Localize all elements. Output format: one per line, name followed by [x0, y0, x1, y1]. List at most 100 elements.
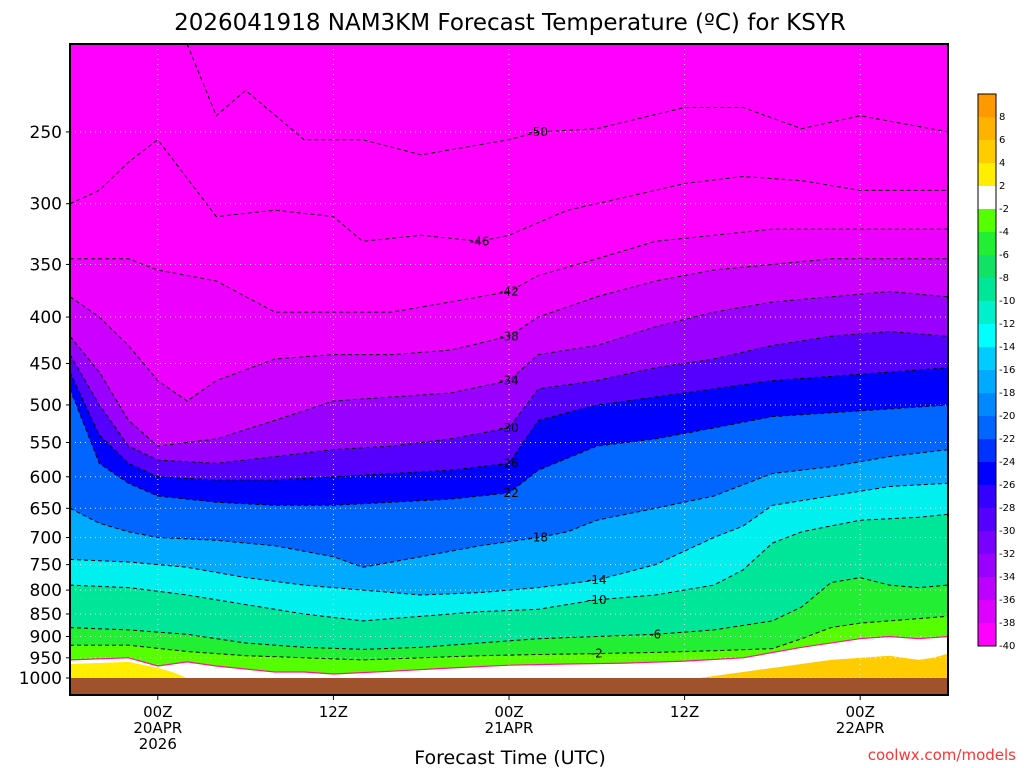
colorbar-swatch-2 [978, 163, 996, 187]
x-tick-label-12-0: 12Z [319, 703, 348, 721]
contour-label--50: -50 [528, 125, 548, 139]
contour--22 [69, 388, 949, 506]
colorbar-label-2: 2 [999, 181, 1005, 192]
x-tick-label-24-1: 21APR [485, 719, 534, 737]
contour-label--46: -46 [470, 234, 490, 248]
colorbar-swatch--20 [978, 393, 996, 417]
x-tick-label-0-2: 2026 [139, 735, 177, 753]
y-tick-label-350: 350 [30, 255, 62, 275]
colorbar-label--30: -30 [999, 526, 1015, 537]
colorbar-label--24: -24 [999, 457, 1015, 468]
band-freezing [70, 636, 948, 678]
colorbar-label--16: -16 [999, 365, 1015, 376]
colorbar-label-6: 6 [999, 135, 1005, 146]
credit-text[interactable]: coolwx.com/models [868, 746, 1016, 764]
colorbar-swatch--6 [978, 232, 996, 256]
colorbar-swatch--36 [978, 577, 996, 601]
contour--34 [69, 291, 949, 447]
colorbar-legend: 8 6 4 2 -2 -4 -6 -8 -10 -12 -14 -16 -18 -20 -22 -24 -26 -… [977, 93, 1015, 652]
colorbar-label-8: 8 [999, 112, 1005, 123]
colorbar-swatch--12 [978, 301, 996, 325]
y-tick-label-450: 450 [30, 354, 62, 374]
colorbar-label--18: -18 [999, 388, 1015, 399]
temperature-fill [70, 44, 948, 678]
contour--2 [70, 615, 949, 661]
contour--38 [69, 258, 948, 402]
colorbar-label--28: -28 [999, 503, 1015, 514]
chart-title: 2026041918 NAM3KM Forecast Temperature (… [174, 10, 846, 36]
colorbar-label--10: -10 [999, 296, 1015, 307]
y-tick-label-1000: 1000 [19, 669, 62, 689]
ground-strip [70, 678, 948, 695]
x-axis-label: Forecast Time (UTC) [414, 747, 605, 768]
y-tick-label-900: 900 [30, 627, 62, 647]
contour--42 [70, 228, 948, 313]
colorbar-label--40: -40 [999, 641, 1015, 652]
colorbar-swatch--14 [978, 324, 996, 348]
contour-label--10: -10 [587, 593, 607, 607]
colorbar-swatch--16 [978, 347, 996, 371]
colorbar-swatch--40 [978, 623, 996, 647]
y-tick-label-550: 550 [30, 433, 62, 453]
colorbar-swatch--10 [978, 278, 996, 302]
colorbar-label--22: -22 [999, 434, 1015, 445]
y-tick-label-400: 400 [30, 308, 62, 328]
colorbar-label--32: -32 [999, 549, 1015, 560]
y-tick-label-950: 950 [30, 649, 62, 669]
colorbar-swatch--4 [978, 209, 996, 233]
colorbar-label--8: -8 [999, 273, 1009, 284]
colorbar-label--6: -6 [999, 250, 1009, 261]
y-tick-label-300: 300 [30, 195, 62, 215]
contour--30 [69, 331, 949, 464]
colorbar-label--36: -36 [999, 595, 1015, 606]
colorbar-label--2: -2 [999, 204, 1009, 215]
colorbar-swatch-6 [978, 117, 996, 141]
contour-label--18: -18 [528, 530, 548, 544]
colorbar-swatch--32 [978, 531, 996, 555]
y-tick-label-850: 850 [30, 605, 62, 625]
contour--50 [186, 43, 949, 156]
contour--46 [69, 138, 948, 242]
gridlines [70, 44, 948, 679]
contour--14 [69, 482, 949, 596]
band-warm-left [70, 661, 188, 678]
colorbar-label--14: -14 [999, 342, 1015, 353]
colorbar-swatch--34 [978, 554, 996, 578]
contour--6 [69, 577, 949, 650]
contour-label--6: -6 [649, 627, 661, 641]
contour-label--34: -34 [499, 374, 519, 388]
colorbar-label--38: -38 [999, 618, 1015, 629]
colorbar-label--20: -20 [999, 411, 1015, 422]
contour-label--42: -42 [499, 285, 519, 299]
colorbar-label-4: 4 [999, 158, 1005, 169]
colorbar-swatch-4 [978, 140, 996, 164]
x-tick-label-48-0: 00Z [846, 703, 875, 721]
contour-label--30: -30 [499, 421, 519, 435]
contour-label--26: -26 [499, 456, 519, 470]
colorbar-swatch-8 [978, 94, 996, 118]
colorbar-swatch--8 [978, 255, 996, 279]
contour-lines: -50 -46 -42 -38 -34 -30 -26 -22 -18 -14 -10 -6 -2 [69, 43, 949, 675]
colorbar-swatch--26 [978, 462, 996, 486]
colorbar-swatch--28 [978, 485, 996, 509]
x-tick-label-0-1: 20APR [133, 719, 182, 737]
y-tick-label-800: 800 [30, 581, 62, 601]
colorbar-label--4: -4 [999, 227, 1009, 238]
y-tick-label-750: 750 [30, 556, 62, 576]
x-tick-label-36-0: 12Z [670, 703, 699, 721]
y-tick-label-650: 650 [30, 499, 62, 519]
contour--26 [69, 367, 949, 481]
contour--18 [69, 449, 949, 568]
contour-freezing-line [69, 635, 949, 675]
colorbar-swatch--24 [978, 439, 996, 463]
band-warm-right [699, 653, 948, 678]
ground-fill [70, 678, 948, 695]
colorbar-swatch--38 [978, 600, 996, 624]
colorbar-swatch--2 [978, 186, 996, 210]
colorbar-swatch--22 [978, 416, 996, 440]
contour--10 [69, 513, 949, 622]
y-tick-label-600: 600 [30, 468, 62, 488]
contour-label--22: -22 [499, 486, 519, 500]
